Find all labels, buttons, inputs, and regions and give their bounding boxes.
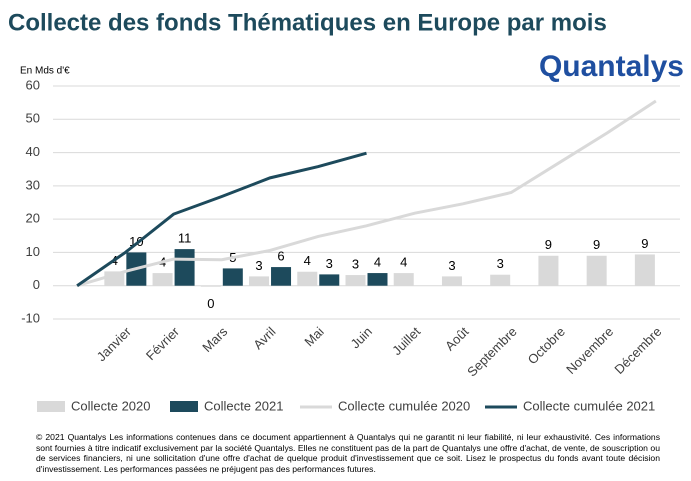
bar <box>297 271 318 286</box>
bar <box>222 268 243 286</box>
bar <box>441 276 462 286</box>
y-tick-label: 60 <box>26 77 40 92</box>
bar <box>393 273 414 286</box>
y-tick-label: -10 <box>21 310 40 325</box>
data-label: 3 <box>497 256 504 271</box>
x-tick-label: Août <box>442 324 472 354</box>
y-axis-label: En Mds d'€ <box>20 66 70 77</box>
x-tick-label: Janvier <box>94 323 135 364</box>
data-label: 6 <box>277 249 284 264</box>
data-label: 3 <box>448 258 455 273</box>
data-label: 3 <box>352 257 359 272</box>
data-label: 4 <box>374 255 381 270</box>
legend-swatch <box>170 401 198 412</box>
data-label: 3 <box>255 258 262 273</box>
line <box>76 99 657 288</box>
x-tick-label: Mars <box>199 324 230 355</box>
chart-title: Collecte des fonds Thématiques en Europe… <box>8 9 607 36</box>
line <box>76 151 367 287</box>
bar <box>538 255 559 286</box>
x-tick-label: Mai <box>301 324 326 349</box>
legend-label: Collecte cumulée 2020 <box>338 398 470 413</box>
data-label: 9 <box>593 237 600 252</box>
legend-label: Collecte 2021 <box>204 398 284 413</box>
x-tick-label: Juin <box>348 324 375 351</box>
x-tick-label: Avril <box>250 324 278 352</box>
data-label: 9 <box>641 236 648 251</box>
data-label: 11 <box>178 231 192 246</box>
bar <box>634 254 655 286</box>
bar <box>319 274 340 286</box>
y-tick-label: 40 <box>26 144 40 159</box>
y-tick-label: 0 <box>33 277 40 292</box>
legend-label: Collecte cumulée 2021 <box>523 398 655 413</box>
x-tick-label: Septembre <box>464 324 520 380</box>
bar <box>152 273 173 286</box>
chart: Collecte des fonds Thématiques en Europe… <box>8 9 684 413</box>
bar <box>174 249 195 286</box>
data-label: 3 <box>326 256 333 271</box>
bar <box>271 267 292 286</box>
data-label: 4 <box>400 255 407 270</box>
bar <box>586 255 607 286</box>
x-tick-label: Novembre <box>563 324 616 377</box>
x-tick-label: Février <box>143 323 183 363</box>
x-tick-label: Décembre <box>611 324 664 377</box>
disclaimer: © 2021 Quantalys Les informations conten… <box>36 432 660 474</box>
bar <box>367 273 388 286</box>
x-tick-label: Octobre <box>525 324 568 367</box>
data-label: 9 <box>545 237 552 252</box>
legend-swatch <box>37 401 65 412</box>
logo: Quantalys <box>539 50 684 83</box>
bar <box>490 274 511 286</box>
y-tick-label: 20 <box>26 211 40 226</box>
y-tick-label: 10 <box>26 244 40 259</box>
bar <box>200 285 221 287</box>
bar <box>345 275 366 286</box>
y-tick-label: 50 <box>26 111 40 126</box>
data-label: 4 <box>304 253 311 268</box>
x-tick-label: Juillet <box>389 324 423 358</box>
bar <box>249 276 270 286</box>
data-label: 0 <box>207 296 214 311</box>
y-tick-label: 30 <box>26 177 40 192</box>
legend-label: Collecte 2020 <box>71 398 151 413</box>
